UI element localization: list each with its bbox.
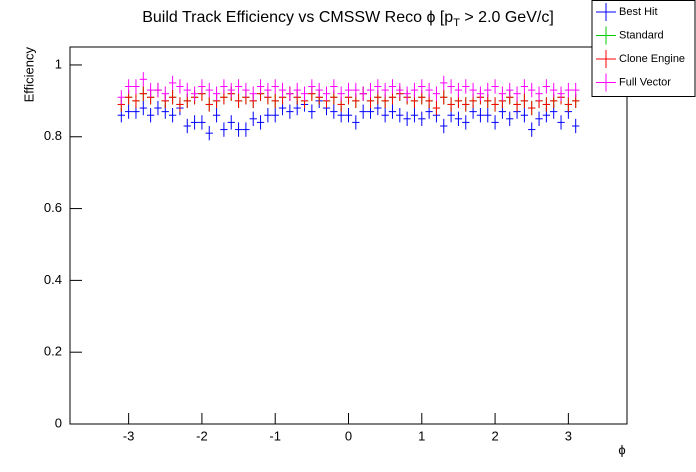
legend-label: Full Vector [619,76,671,88]
y-axis-label: Efficiency [21,47,36,103]
y-tick-label: 0 [55,415,62,430]
title-subscript: T [453,17,460,29]
chart-title: Build Track Efficiency vs CMSSW Reco ϕ [… [142,9,554,29]
title-rest: > 2.0 GeV/c] [460,9,554,26]
x-tick-label: -3 [123,428,135,443]
y-tick-label: 0.4 [44,272,62,287]
x-tick-label: -1 [269,428,281,443]
legend-label: Clone Engine [619,53,685,65]
y-tick-label: 0.8 [44,128,62,143]
series [117,72,580,105]
legend-box [591,0,696,97]
x-axis-label: ϕ [618,442,625,457]
x-tick-label: 2 [491,428,498,443]
x-tick-label: 1 [418,428,425,443]
x-tick-label: 3 [565,428,572,443]
x-tick-label: -2 [196,428,208,443]
y-tick-label: 0.2 [44,344,62,359]
y-tick-label: 0.6 [44,200,62,215]
y-tick-label: 1 [55,56,62,71]
x-tick-label: 0 [345,428,352,443]
legend-label: Best Hit [619,6,658,18]
legend-label: Standard [619,29,664,41]
title-main: Build Track Efficiency vs CMSSW Reco ϕ [… [142,9,453,26]
